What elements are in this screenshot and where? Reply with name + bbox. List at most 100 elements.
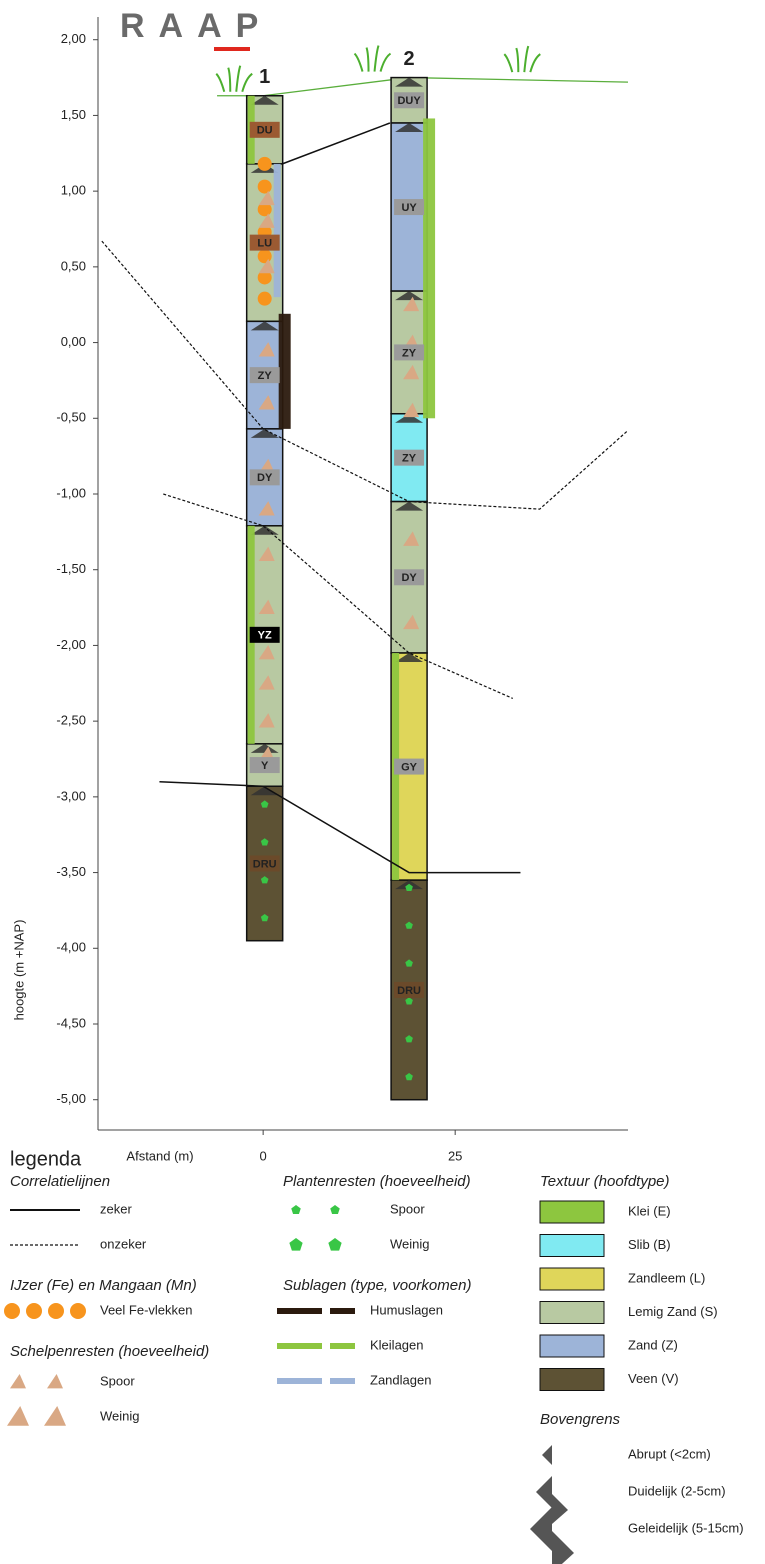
legend-sublayer [277,1378,322,1384]
shell [258,501,275,516]
legend-sublayer [330,1308,355,1314]
sublayer [273,163,281,298]
y-tick-label: -1,50 [56,561,86,576]
y-tick-label: -5,00 [56,1091,86,1106]
legend-heading: Bovengrens [540,1411,621,1428]
legend-boundary [552,1494,568,1524]
correlation-line [163,493,514,699]
shell [258,675,275,690]
legend-texture [539,1267,605,1291]
legend-heading: Correlatielijnen [10,1173,110,1190]
y-tick-label: -2,00 [56,637,86,652]
legend-fe [70,1303,86,1319]
shell [258,258,275,274]
boundary-marker [250,321,279,331]
shell [403,296,420,312]
layer-label: ZY [402,347,417,359]
grass [215,65,253,93]
grass [353,45,392,72]
plant [260,876,269,884]
fe-spot [257,249,272,264]
legend-shell [47,1374,63,1389]
label-bg [394,199,425,216]
sublayer [278,313,291,429]
legend-label: Duidelijk (2-5cm) [628,1483,726,1498]
layer-label: DRU [253,858,277,870]
plant [405,1073,413,1081]
legend-title: legenda [10,1148,82,1170]
y-tick-label: -3,50 [56,864,86,879]
sublayer [423,118,436,419]
legend-boundary [552,1531,574,1564]
legend-texture [539,1301,605,1324]
correlation-line [101,240,629,510]
layer-label: LU [257,238,272,250]
boundary-marker [250,95,279,105]
legend-fe [26,1303,42,1319]
label-bg [249,757,280,774]
y-tick-label: -0,50 [56,410,86,425]
plant [260,800,269,808]
legend-heading: Sublagen (type, voorkomen) [283,1277,471,1294]
layer-label: DRU [397,985,421,997]
legend-sublayer [277,1308,322,1314]
logo: RAAP [120,7,272,45]
y-tick-label: 1,50 [61,107,86,122]
y-tick-label: -2,50 [56,713,86,728]
y-tick-label: -4,00 [56,940,86,955]
plant [260,838,269,846]
shell [403,402,420,418]
layer-label: DU [257,125,273,137]
legend-fe [4,1303,20,1319]
shell [258,213,275,228]
label-bg [394,758,425,775]
legend-heading: Textuur (hoofdtype) [540,1173,670,1190]
layer-label: Y [261,760,269,772]
y-tick-label: 2,00 [61,31,86,46]
legend-boundary [542,1445,552,1465]
fe-spot [257,291,272,306]
x-tick-label: 0 [260,1148,267,1163]
fe-spot [257,179,272,194]
plant [260,914,269,922]
plant [405,1035,413,1043]
layer-label: YZ [258,630,272,642]
plant [405,997,413,1005]
label-bg [394,569,425,586]
x-axis-label: Afstand (m) [126,1148,193,1163]
layer-label: GY [401,761,418,773]
boring-name: 1 [259,66,270,88]
legend-label: Zand (Z) [628,1337,678,1352]
fe-spot [257,202,272,217]
shell [258,645,275,660]
legend-fe [48,1303,64,1319]
correlation-line [159,780,521,874]
label-bg [394,344,425,361]
shell [403,364,420,380]
legend-label: zeker [100,1201,132,1216]
legend-label: Zandlagen [370,1372,431,1387]
correlation-line [282,122,391,165]
shell [403,614,420,630]
boundary-marker [395,653,424,662]
label-bg [249,855,280,872]
legend-label: Geleidelijk (5-15cm) [628,1520,744,1535]
boundary-marker [395,291,424,301]
legend-texture [539,1334,605,1358]
legend-label: Veel Fe-vlekken [100,1302,193,1317]
boundary-marker [395,77,424,87]
label-bg [394,981,425,998]
y-axis-label: hoogte (m +NAP) [11,920,26,1021]
legend-texture [539,1368,605,1391]
boring-name: 2 [404,48,415,70]
legend-label: Spoor [390,1201,425,1216]
legend-sublayer [277,1343,322,1349]
label-bg [249,234,280,251]
y-tick-label: 0,50 [61,258,86,273]
plant [405,921,413,929]
legend-heading: Schelpenresten (hoeveelheid) [10,1343,209,1360]
legend-label: Klei (E) [628,1203,671,1218]
legend-plant [291,1205,301,1215]
legend-label: Humuslagen [370,1302,443,1317]
